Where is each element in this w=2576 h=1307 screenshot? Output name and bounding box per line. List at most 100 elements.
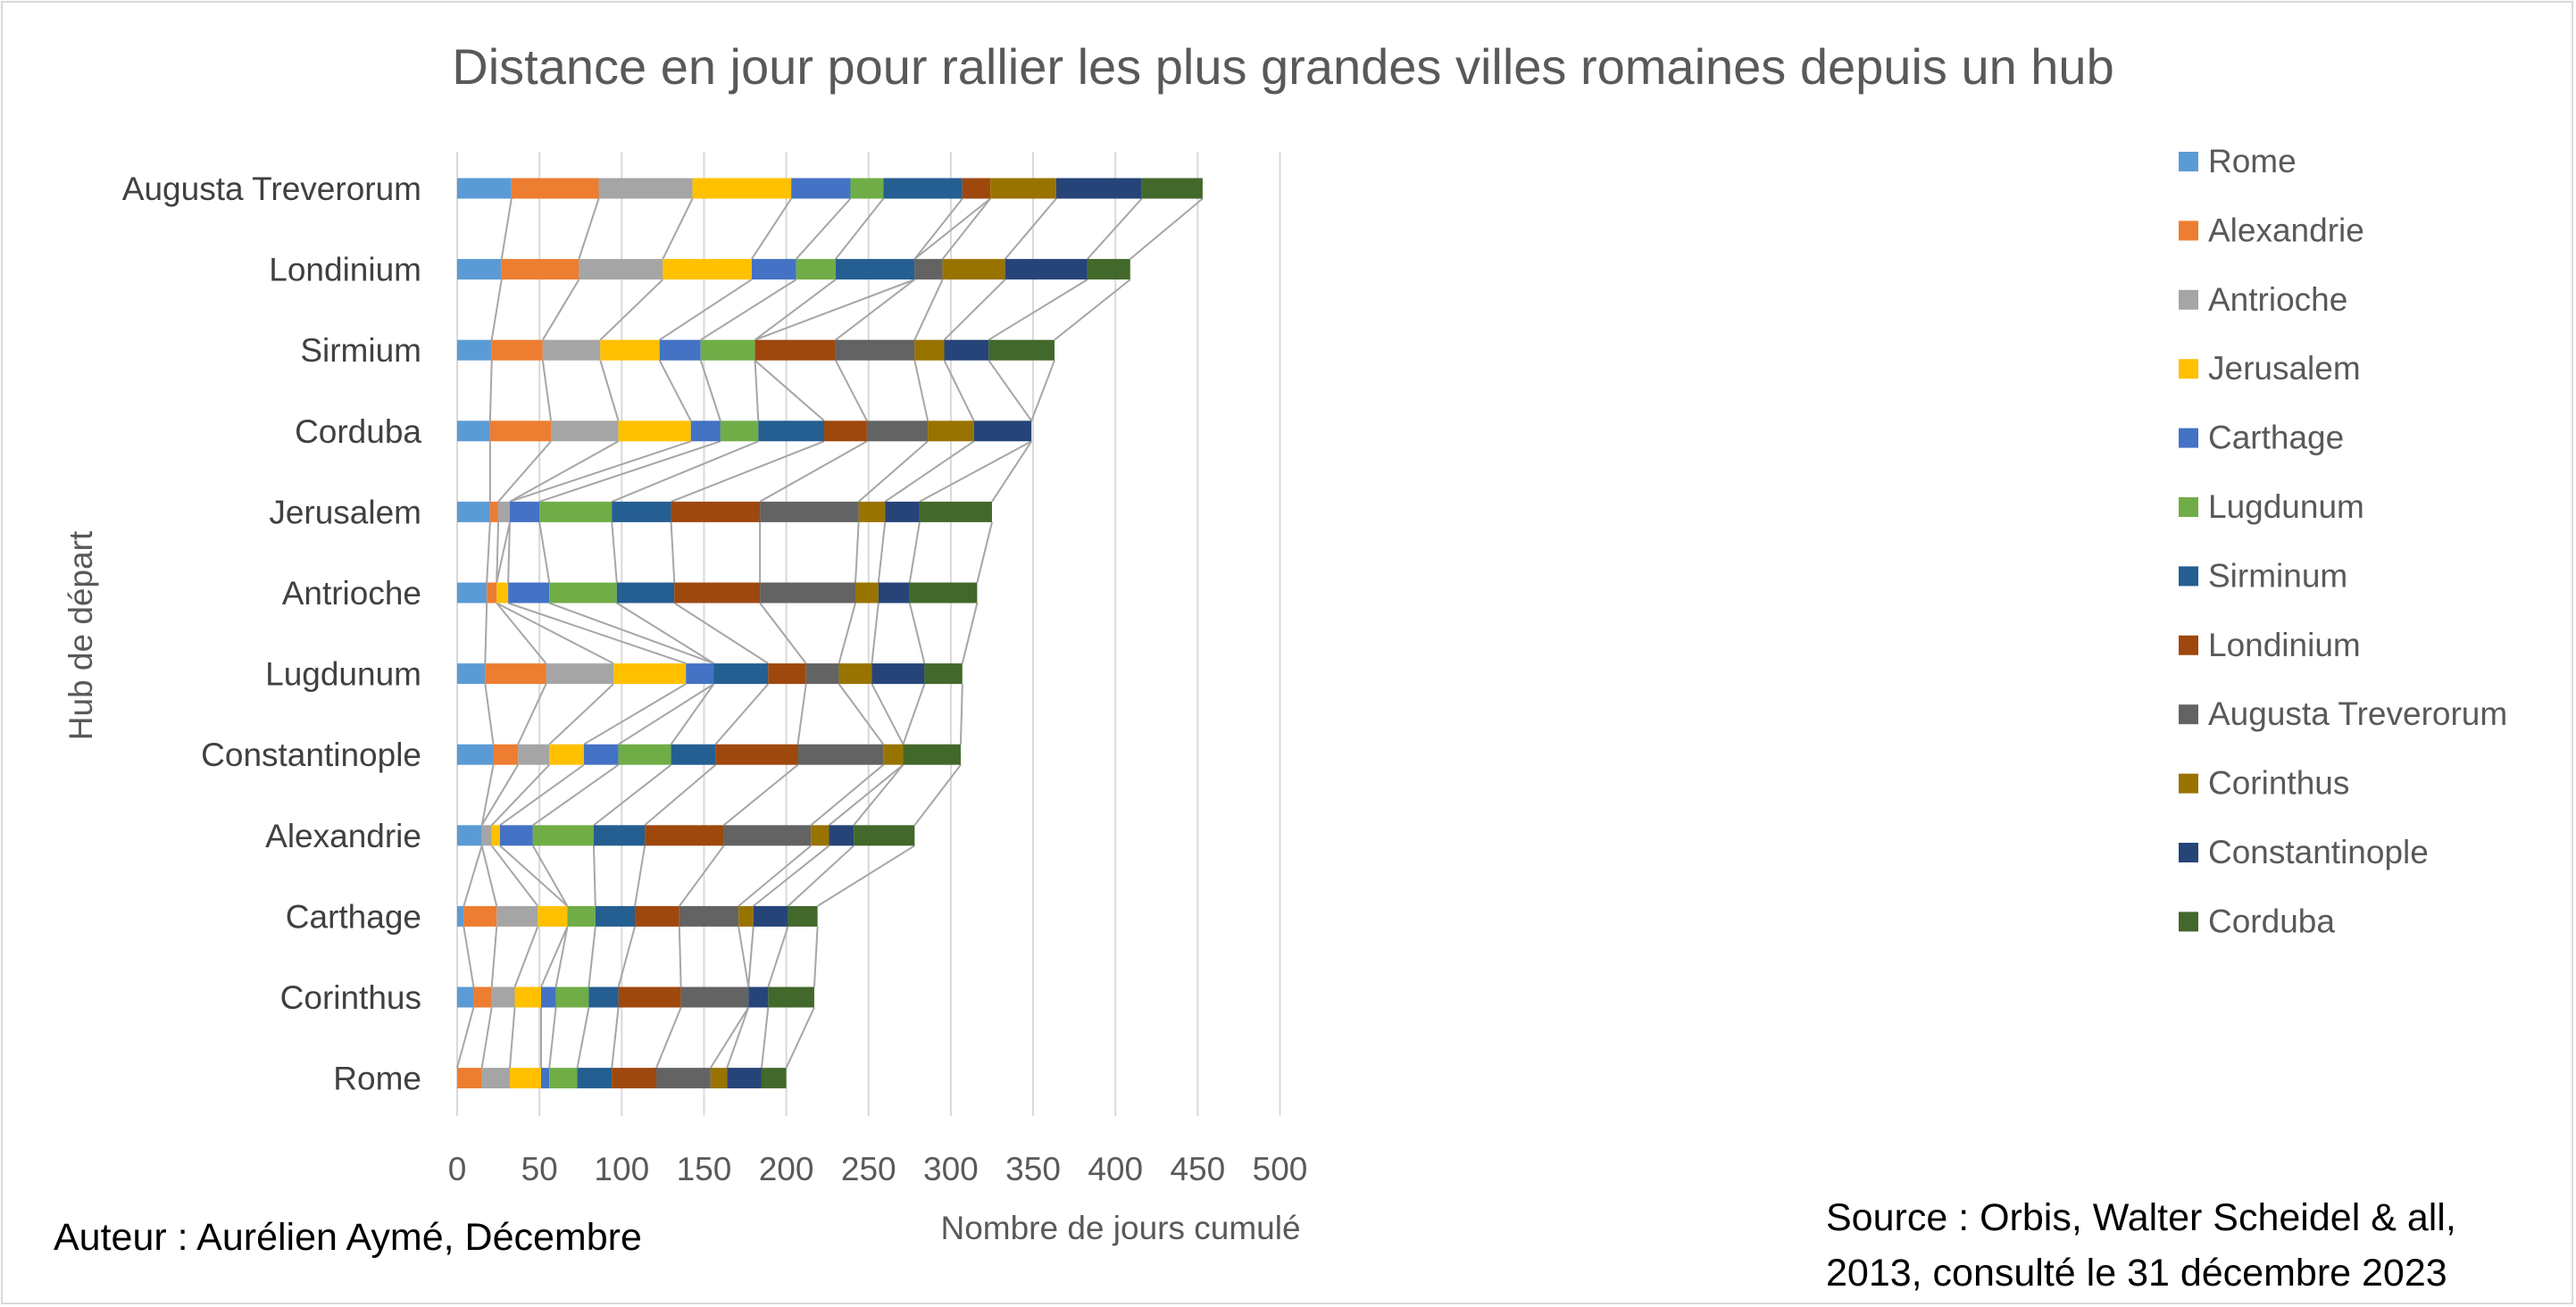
bar-segment: [973, 420, 1032, 442]
bar-segment: [538, 905, 568, 927]
bar-segment: [481, 1068, 510, 1089]
series-line: [959, 684, 963, 745]
series-line: [497, 440, 552, 503]
series-line: [488, 360, 493, 421]
x-axis-labels: 0 50 100 150 200 250 300 350 400 450 500: [448, 1151, 1308, 1187]
bar-segment: [508, 582, 550, 604]
series-line: [817, 845, 915, 907]
series-line: [700, 279, 797, 341]
bar-segment: [491, 986, 515, 1008]
series-line: [813, 926, 819, 987]
bar-segment: [823, 420, 867, 442]
bar-segment: [457, 178, 512, 199]
series-line: [644, 763, 716, 827]
bar-segment: [838, 663, 872, 685]
bar-segment: [692, 178, 792, 199]
series-line: [499, 845, 569, 907]
author-note: Auteur : Aurélien Aymé, Décembre: [54, 1216, 642, 1259]
bar-segment: [835, 339, 915, 361]
bar-segment: [542, 339, 601, 361]
bar-segment: [866, 420, 929, 442]
series-line: [738, 845, 812, 907]
series-line: [877, 521, 887, 583]
series-line: [913, 197, 991, 260]
series-line: [531, 845, 569, 907]
series-line: [496, 602, 547, 664]
series-line: [538, 521, 551, 583]
series-line: [618, 683, 715, 745]
bar-segment: [797, 744, 884, 765]
series-line: [599, 360, 620, 421]
bar-segment: [754, 339, 836, 361]
series-line: [908, 521, 921, 583]
bar-segment: [645, 825, 724, 846]
y-axis-labels: Augusta Treverorum Londinium Sirmium Cordub…: [122, 171, 422, 1097]
bar-segment: [511, 178, 599, 199]
bar-segment: [583, 744, 619, 765]
bar-segment: [588, 986, 619, 1008]
bar-segment: [791, 178, 851, 199]
series-line: [554, 926, 569, 987]
legend-swatch: [2179, 359, 2198, 379]
bar-segment: [858, 501, 886, 522]
series-line: [611, 440, 759, 503]
bar-segment: [663, 259, 752, 280]
series-line: [599, 279, 664, 341]
bar-segment: [928, 420, 974, 442]
bar-segment: [674, 582, 761, 604]
bar-segment: [555, 986, 589, 1008]
legend-label: Constantinople: [2208, 834, 2429, 870]
series-line: [884, 440, 975, 503]
bar-segment: [659, 339, 701, 361]
series-line: [659, 279, 753, 341]
bar-segment: [493, 744, 519, 765]
bar-segment: [618, 420, 691, 442]
legend-swatch: [2179, 428, 2198, 448]
series-line: [480, 764, 520, 826]
series-line: [532, 763, 620, 827]
series-line: [480, 845, 498, 907]
y-tick-label: Sirmium: [300, 332, 421, 369]
series-line: [670, 683, 715, 745]
bar-segment: [850, 178, 884, 199]
legend-swatch: [2179, 152, 2198, 171]
series-line: [548, 683, 614, 745]
series-line: [548, 602, 714, 665]
bar-segment: [885, 501, 920, 522]
bar-segment: [598, 178, 693, 199]
y-tick-label: Corduba: [295, 413, 421, 450]
y-tick-label: Augusta Treverorum: [122, 171, 421, 207]
series-line: [976, 521, 993, 583]
bar-segment: [914, 339, 945, 361]
bar-segment: [723, 825, 812, 846]
series-line: [578, 198, 600, 260]
series-line: [991, 440, 1033, 503]
series-line: [754, 279, 837, 341]
series-line: [913, 764, 962, 826]
legend-swatch: [2179, 566, 2198, 587]
series-line: [671, 440, 825, 503]
series-line: [611, 1007, 620, 1069]
legend-label: Corduba: [2208, 903, 2335, 939]
bar-segment: [713, 663, 769, 685]
series-line: [496, 602, 614, 664]
bar-segment: [635, 905, 679, 927]
series-line: [751, 197, 792, 260]
legend-swatch: [2179, 843, 2198, 862]
bar-segment: [883, 178, 963, 199]
series-line: [1004, 197, 1057, 260]
bar-segment: [616, 582, 675, 604]
bar-segment: [924, 663, 963, 685]
bar-segment: [805, 663, 839, 685]
series-line: [760, 1007, 770, 1069]
series-line: [787, 845, 854, 907]
bar-segment: [485, 663, 546, 685]
series-line: [670, 521, 676, 583]
series-line: [490, 845, 539, 907]
series-line: [499, 763, 585, 827]
legend: Rome Alexandrie Antrioche Jerusalem Carthage…: [2179, 143, 2507, 939]
series-line: [593, 763, 672, 827]
x-tick-label: 200: [759, 1151, 814, 1187]
bar-segment: [1141, 178, 1203, 199]
